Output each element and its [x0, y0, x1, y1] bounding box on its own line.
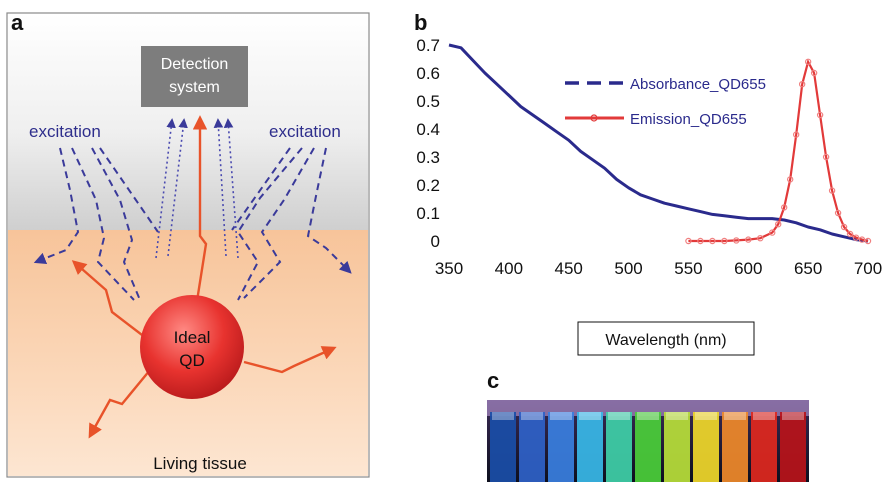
panel-b-letter: b [414, 10, 427, 35]
series-point-emission [858, 236, 866, 243]
excitation-label-right: excitation [269, 122, 341, 141]
series-point-emission [798, 80, 806, 88]
excitation-paths-left [33, 147, 159, 301]
vial-highlight [724, 412, 746, 420]
vial [548, 412, 574, 482]
chart-series [448, 43, 872, 245]
chart-ticks: 350 400 450 500 550 600 650 700 0 0.1 0.2 0.3 0.4 0.5… [416, 36, 882, 278]
y-tick-label: 0 [431, 232, 440, 251]
x-axis-title: Wavelength (nm) [605, 332, 726, 349]
vial [577, 412, 603, 482]
legend-label-absorbance: Absorbance_QD655 [630, 76, 766, 93]
vial [519, 412, 545, 482]
chart-legend: Absorbance_QD655 Emission_QD655 [565, 76, 766, 128]
vial-highlight [753, 412, 775, 420]
x-tick-label: 650 [794, 259, 822, 278]
x-tick-label: 350 [435, 259, 463, 278]
vial [635, 412, 661, 482]
emission-arrows [71, 115, 337, 439]
tissue-label: Living tissue [153, 454, 247, 473]
series-point-emission [816, 111, 824, 119]
vials-row [490, 412, 806, 482]
x-tick-label: 400 [495, 259, 523, 278]
vial-highlight [550, 412, 572, 420]
series-point-emission [757, 234, 764, 242]
panel-b-chart: b 350 400 450 500 550 600 650 700 0 0.1 0.2 0.3 0.4 0… [414, 10, 882, 356]
series-point-emission [864, 237, 872, 245]
series-point-emission [769, 229, 776, 236]
vial [751, 412, 777, 482]
panel-c: c [487, 368, 809, 482]
x-tick-label: 450 [555, 259, 583, 278]
y-tick-label: 0.5 [416, 92, 440, 111]
qd-label-line1: Ideal [174, 328, 211, 347]
qd-label-line2: QD [179, 351, 205, 370]
series-point-emission [745, 236, 752, 243]
panel-c-letter: c [487, 368, 499, 393]
series-point-emission [685, 237, 692, 245]
vial-highlight [492, 412, 514, 420]
series-point-emission [804, 58, 812, 66]
legend-label-emission: Emission_QD655 [630, 111, 747, 128]
vial-highlight [637, 412, 659, 420]
series-point-emission [781, 204, 788, 211]
x-tick-label: 500 [614, 259, 642, 278]
vial [606, 412, 632, 482]
vial [490, 412, 516, 482]
series-point-emission [828, 187, 836, 194]
y-tick-label: 0.1 [416, 204, 440, 223]
series-line-absorbance [448, 43, 869, 243]
y-tick-label: 0.3 [416, 148, 440, 167]
x-tick-label: 550 [674, 259, 702, 278]
excitation-label-left: excitation [29, 122, 101, 141]
legend-marker-emission [590, 114, 598, 122]
y-tick-label: 0.7 [416, 36, 440, 55]
series-point-emission [834, 209, 842, 217]
detection-label-line1: Detection [161, 56, 229, 73]
series-point-emission [733, 237, 740, 244]
series-point-emission [840, 223, 848, 231]
series-point-emission [810, 69, 818, 77]
panel-a-letter: a [11, 10, 24, 35]
vial-highlight [521, 412, 543, 420]
detection-label-line2: system [169, 79, 220, 96]
vial-highlight [608, 412, 630, 420]
vial [780, 412, 806, 482]
excitation-paths-right [231, 147, 352, 301]
ideal-qd-sphere [140, 295, 244, 399]
panel-a: a Detection system excitation excitation [6, 10, 370, 478]
vial [693, 412, 719, 482]
vial [664, 412, 690, 482]
series-point-emission [775, 220, 782, 228]
series-point-emission [709, 237, 716, 245]
y-tick-label: 0.6 [416, 64, 440, 83]
vial-highlight [695, 412, 717, 420]
x-tick-label: 600 [734, 259, 762, 278]
detection-system-box [141, 46, 248, 107]
vial [722, 412, 748, 482]
vial-highlight [782, 412, 804, 420]
y-tick-label: 0.2 [416, 176, 440, 195]
series-point-emission [822, 153, 830, 161]
vial-highlight [579, 412, 601, 420]
scattered-light-dotted [155, 118, 239, 259]
series-point-emission [846, 230, 854, 238]
series-point-emission [792, 131, 800, 138]
series-point-emission [852, 234, 860, 241]
series-point-emission [721, 237, 728, 245]
vial-highlight [666, 412, 688, 420]
x-tick-label: 700 [854, 259, 882, 278]
y-tick-label: 0.4 [416, 120, 440, 139]
series-point-emission [786, 176, 794, 183]
x-axis-title-box [577, 321, 755, 356]
series-point-emission [697, 237, 704, 245]
